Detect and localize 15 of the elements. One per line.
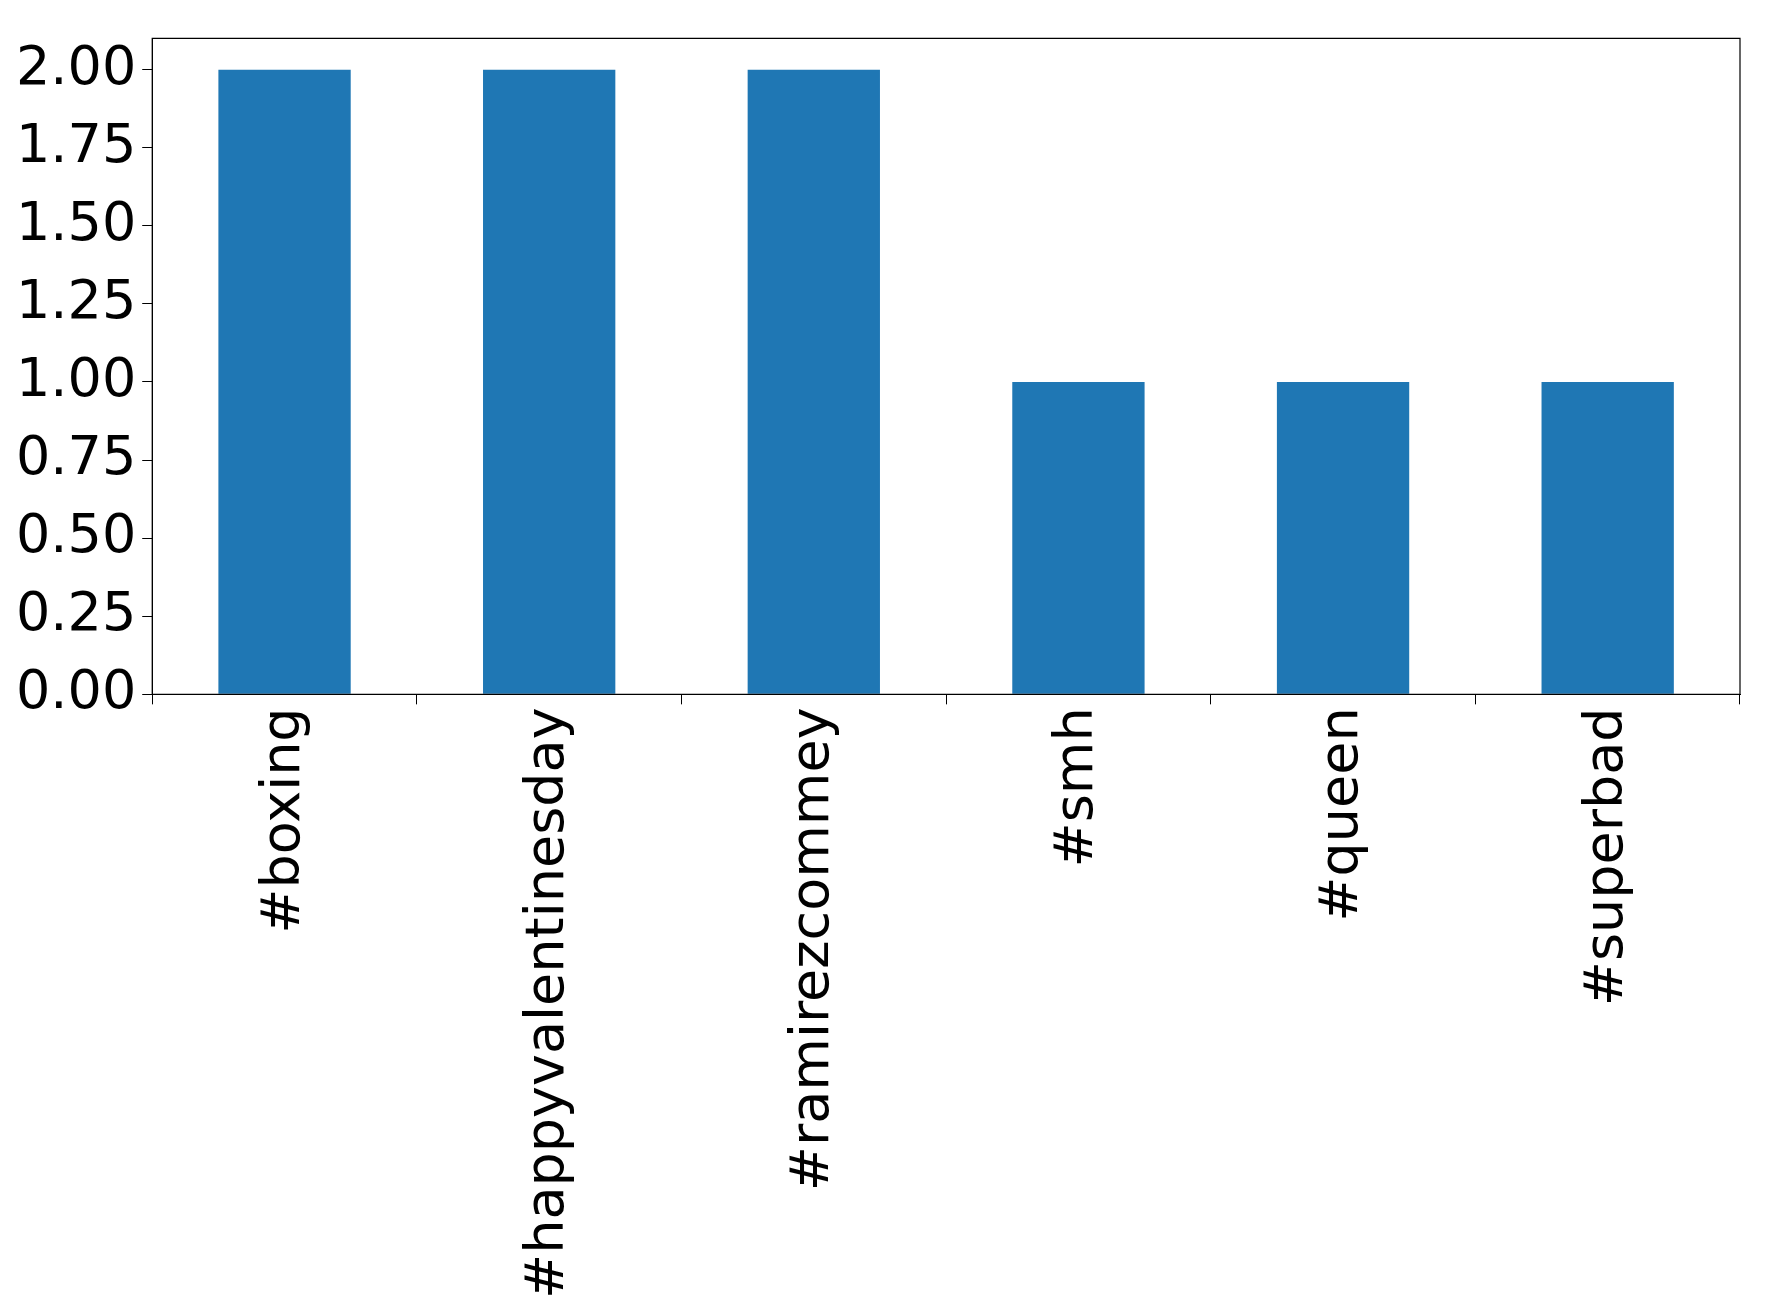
y-tick-label: 2.00 <box>16 33 137 97</box>
x-tick-label: #smh <box>1042 707 1106 868</box>
x-tick-label: #superbad <box>1571 707 1635 1007</box>
y-tick-label: 1.75 <box>16 111 137 175</box>
y-tick-label: 1.25 <box>16 267 137 331</box>
x-tick-label: #boxing <box>248 707 312 934</box>
x-tick-label: #happyvalentinesday <box>513 707 577 1299</box>
y-tick-label: 0.00 <box>16 658 137 722</box>
x-tick-label: #ramirezcommey <box>777 707 841 1192</box>
y-tick-label: 0.25 <box>16 580 137 644</box>
y-tick-label: 0.75 <box>16 424 137 488</box>
x-tick-label: #queen <box>1307 707 1371 922</box>
y-tick-label: 1.50 <box>16 189 137 253</box>
y-tick-label: 0.50 <box>16 502 137 566</box>
y-tick-label: 1.00 <box>16 346 137 410</box>
